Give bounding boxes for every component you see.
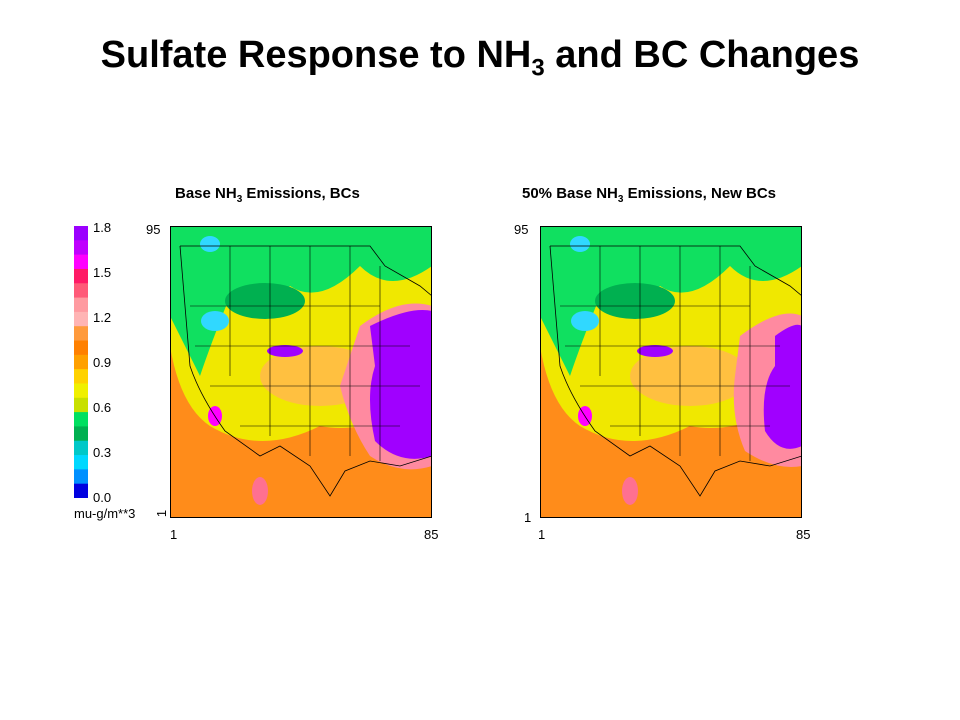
region-purple — [763, 324, 802, 449]
panel-title-subscript: 3 — [617, 194, 624, 205]
region-pink — [622, 477, 638, 505]
axis-label: 95 — [146, 222, 161, 237]
slide-title: Sulfate Response to NH3 and BC Changes — [0, 34, 960, 83]
colorbar-band — [74, 240, 88, 256]
colorbar-band — [74, 412, 88, 427]
map-frame — [540, 226, 802, 518]
axis-label: 1 — [524, 510, 532, 525]
colorbar-band — [74, 397, 88, 413]
title-text-after: and BC Changes — [544, 34, 860, 76]
colorbar-band — [74, 340, 88, 356]
colorbar-tick: 0.9 — [93, 355, 112, 370]
colorbar-band — [74, 426, 88, 442]
region-cyan — [201, 311, 229, 331]
region-darkgreen — [595, 283, 675, 319]
region-cyan — [571, 311, 599, 331]
map-frame — [170, 226, 432, 518]
colorbar-tick: 1.5 — [93, 265, 112, 280]
axis-label: 95 — [514, 222, 529, 237]
colorbar-band — [74, 383, 88, 399]
colorbar-tick: 1.8 — [93, 220, 112, 235]
region-purple — [267, 345, 303, 357]
region-green — [540, 226, 802, 376]
panel-title-text-after: Emissions, New BCs — [623, 185, 777, 202]
colorbar-band — [74, 226, 88, 241]
colorbar-band — [74, 311, 88, 327]
colorbar-band — [74, 455, 88, 470]
panel-title-text: Base NH — [175, 185, 237, 202]
region-purple — [637, 345, 673, 357]
colorbar-band — [74, 354, 88, 370]
panel-title-text: 50% Base NH — [522, 185, 618, 202]
colorbar-tick: 0.0 — [93, 490, 112, 505]
coastline — [179, 245, 432, 497]
colorbar-tick: 1.2 — [93, 310, 112, 325]
colorbar-band — [74, 469, 88, 485]
axis-label: 1 — [154, 509, 170, 518]
colorbar-tick: 0.6 — [93, 400, 112, 415]
colorbar-band — [74, 254, 88, 270]
colorbar-band — [74, 326, 88, 342]
colorbar-band — [74, 283, 88, 299]
axis-label: 1 — [170, 527, 178, 542]
region-green — [170, 226, 432, 376]
panel-title-text-after: Emissions, BCs — [242, 185, 360, 202]
colorbar-band — [74, 369, 88, 384]
title-subscript: 3 — [531, 54, 545, 82]
axis-label: 1 — [538, 527, 546, 542]
colorbar-unit: mu-g/m**3 — [74, 506, 136, 521]
axis-label: 85 — [796, 527, 811, 542]
region-cyan — [200, 236, 220, 252]
colorbar-band — [74, 268, 88, 284]
panel-title-subscript: 3 — [236, 194, 243, 205]
title-text: Sulfate Response to NH — [100, 34, 532, 76]
colorbar — [74, 226, 88, 498]
region-purple — [370, 310, 432, 459]
coastline — [549, 245, 802, 497]
colorbar-band — [74, 440, 88, 456]
map — [540, 226, 802, 518]
region-pink — [252, 477, 268, 505]
colorbar-band — [74, 297, 88, 313]
panel-title: Base NH3 Emissions, BCs — [175, 184, 360, 209]
colorbar-band — [74, 483, 88, 498]
colorbar-tick: 0.3 — [93, 445, 112, 460]
panel-title: 50% Base NH3 Emissions, New BCs — [522, 184, 812, 209]
region-cyan — [570, 236, 590, 252]
map — [170, 226, 432, 518]
axis-label: 85 — [424, 527, 439, 542]
region-darkgreen — [225, 283, 305, 319]
